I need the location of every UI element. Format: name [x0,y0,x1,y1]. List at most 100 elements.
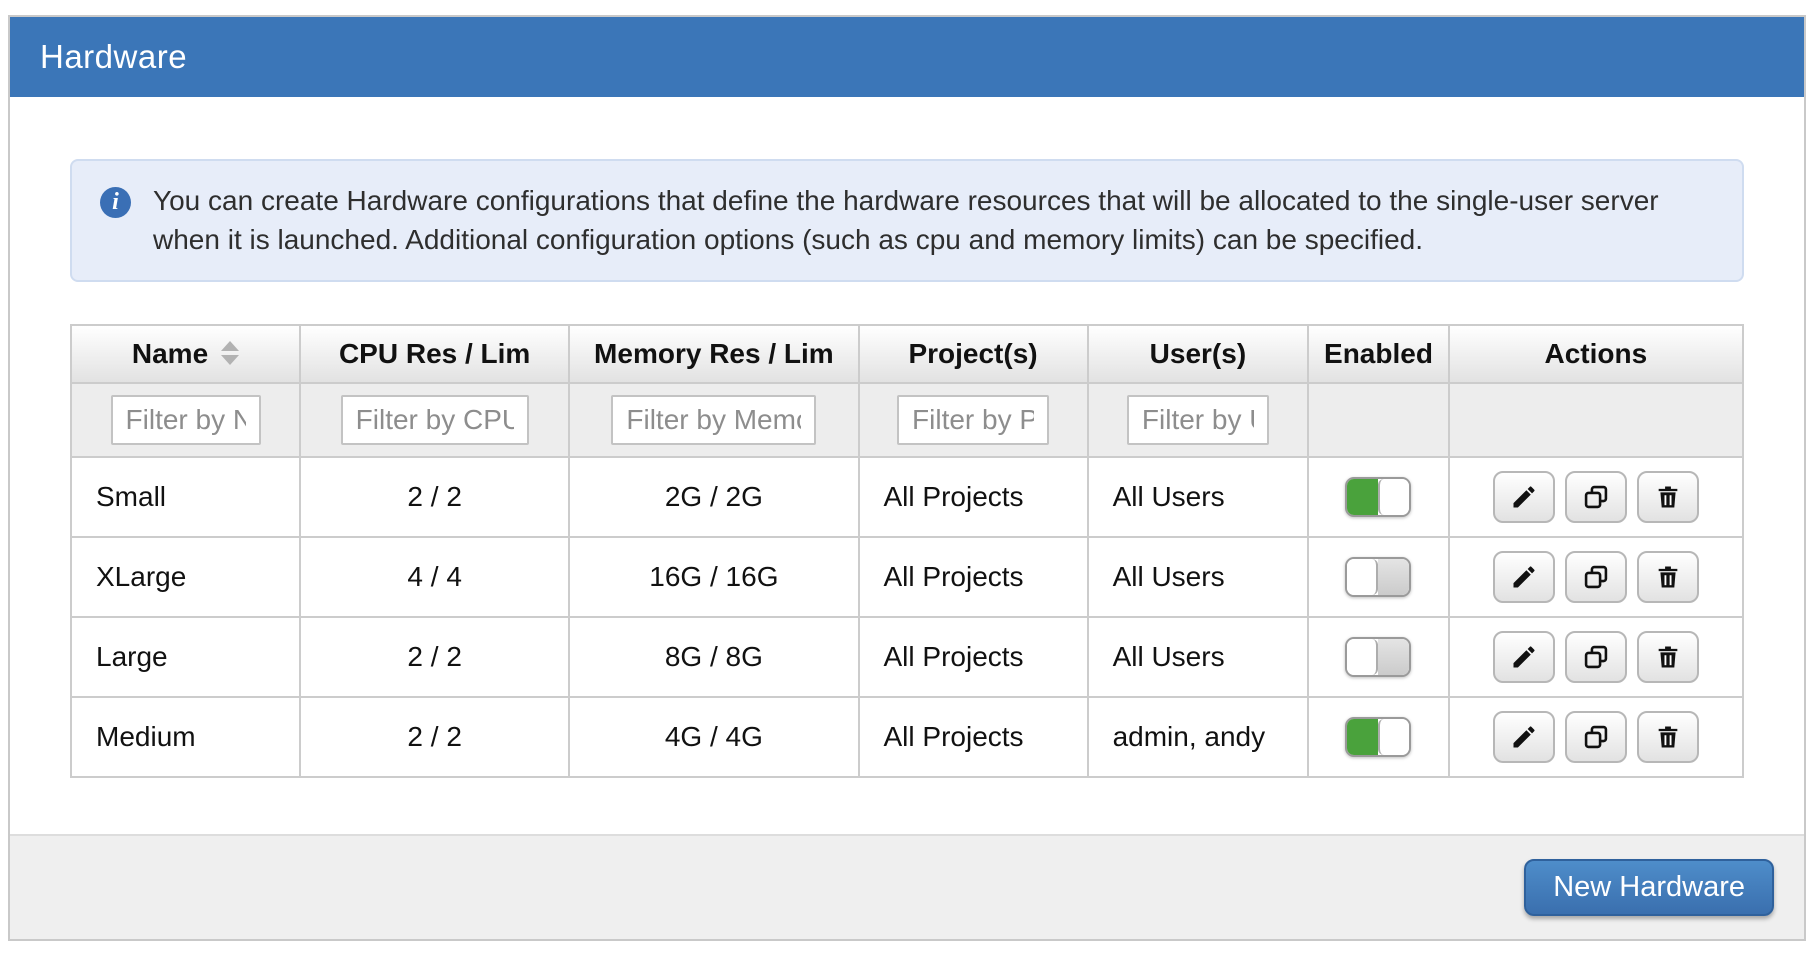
memory-cell: 2G / 2G [568,456,860,539]
cpu-cell: 2 / 2 [299,616,571,699]
filter-input-name[interactable] [110,395,261,446]
filter-row [69,382,1745,459]
projects-cell: All Projects [857,456,1089,539]
enabled-cell [1307,696,1450,779]
column-header-user-s: User(s) [1086,324,1310,385]
edit-icon [1510,723,1538,751]
delete-button[interactable] [1636,711,1699,764]
filter-cell [1307,382,1450,459]
edit-button[interactable] [1492,471,1555,524]
users-cell: admin, andy [1086,696,1310,779]
copy-button[interactable] [1564,551,1627,604]
name-cell: Small [69,456,302,539]
actions-cell [1447,696,1745,779]
delete-icon [1654,723,1682,751]
column-label: Project(s) [908,338,1038,370]
column-header-cpu-res-lim: CPU Res / Lim [299,324,571,385]
column-label: Actions [1544,338,1648,370]
table-header: Name CPU Res / Lim Memory Res / Lim Project… [69,324,1745,459]
edit-button[interactable] [1492,551,1555,604]
panel-footer: New Hardware [10,834,1804,940]
delete-button[interactable] [1636,631,1699,684]
sort-icon[interactable] [221,340,240,365]
column-header-actions: Actions [1447,324,1745,385]
copy-button[interactable] [1564,471,1627,524]
filter-cell [1086,382,1310,459]
enabled-cell [1307,616,1450,699]
memory-cell: 8G / 8G [568,616,860,699]
copy-button[interactable] [1564,711,1627,764]
name-cell: Medium [69,696,302,779]
hardware-table-wrap: Name CPU Res / Lim Memory Res / Lim Project… [69,324,1745,779]
enabled-cell [1307,536,1450,619]
toggle-fill [1378,639,1410,676]
table-row: Medium 2 / 2 4G / 4G All Projects admin, and… [69,696,1745,779]
projects-cell: All Projects [857,696,1089,779]
toggle-knob [1347,559,1379,596]
enabled-cell [1307,456,1450,539]
filter-cell [299,382,571,459]
filter-cell [857,382,1089,459]
edit-icon [1510,483,1538,511]
name-cell: Large [69,616,302,699]
users-cell: All Users [1086,536,1310,619]
column-label: User(s) [1149,338,1247,370]
table-row: Small 2 / 2 2G / 2G All Projects All Users [69,456,1745,539]
actions-cell [1447,456,1745,539]
column-label: CPU Res / Lim [338,338,531,370]
enabled-toggle[interactable] [1345,717,1412,758]
copy-icon [1582,483,1610,511]
toggle-knob [1378,479,1410,516]
delete-icon [1654,483,1682,511]
column-header-project-s: Project(s) [857,324,1089,385]
edit-icon [1510,563,1538,591]
users-cell: All Users [1086,456,1310,539]
actions-cell [1447,536,1745,619]
column-header-enabled: Enabled [1307,324,1450,385]
toggle-knob [1378,719,1410,756]
toggle-knob [1347,639,1379,676]
edit-button[interactable] [1492,631,1555,684]
enabled-toggle[interactable] [1345,637,1412,678]
projects-cell: All Projects [857,616,1089,699]
header-row: Name CPU Res / Lim Memory Res / Lim Project… [69,324,1745,385]
new-hardware-button[interactable]: New Hardware [1524,859,1774,917]
projects-cell: All Projects [857,536,1089,619]
column-label: Enabled [1324,338,1433,370]
copy-icon [1582,563,1610,591]
toggle-fill [1378,559,1410,596]
table-row: Large 2 / 2 8G / 8G All Projects All Users [69,616,1745,699]
toggle-fill [1347,479,1379,516]
edit-icon [1510,643,1538,671]
enabled-toggle[interactable] [1345,557,1412,598]
edit-button[interactable] [1492,711,1555,764]
hardware-panel: Hardware i You can create Hardware confi… [8,15,1806,942]
column-header-name[interactable]: Name [69,324,302,385]
info-alert-text: You can create Hardware configurations t… [153,185,1659,255]
filter-input-user-s[interactable] [1126,395,1269,446]
table-row: XLarge 4 / 4 16G / 16G All Projects All User… [69,536,1745,619]
cpu-cell: 2 / 2 [299,696,571,779]
filter-cell [568,382,860,459]
hardware-table: Name CPU Res / Lim Memory Res / Lim Project… [69,324,1745,779]
filter-input-memory-res-lim[interactable] [611,395,817,446]
memory-cell: 4G / 4G [568,696,860,779]
filter-input-project-s[interactable] [897,395,1050,446]
copy-button[interactable] [1564,631,1627,684]
delete-button[interactable] [1636,551,1699,604]
filter-cell [69,382,302,459]
table-body: Small 2 / 2 2G / 2G All Projects All Users XL… [69,456,1745,779]
cpu-cell: 4 / 4 [299,536,571,619]
column-label: Name [131,338,209,370]
copy-icon [1582,643,1610,671]
info-alert: i You can create Hardware configurations… [70,159,1744,283]
toggle-fill [1347,719,1379,756]
users-cell: All Users [1086,616,1310,699]
cpu-cell: 2 / 2 [299,456,571,539]
panel-body: i You can create Hardware configurations… [10,97,1804,834]
filter-input-cpu-res-lim[interactable] [340,395,529,446]
delete-button[interactable] [1636,471,1699,524]
enabled-toggle[interactable] [1345,477,1412,518]
delete-icon [1654,563,1682,591]
column-header-memory-res-lim: Memory Res / Lim [568,324,860,385]
